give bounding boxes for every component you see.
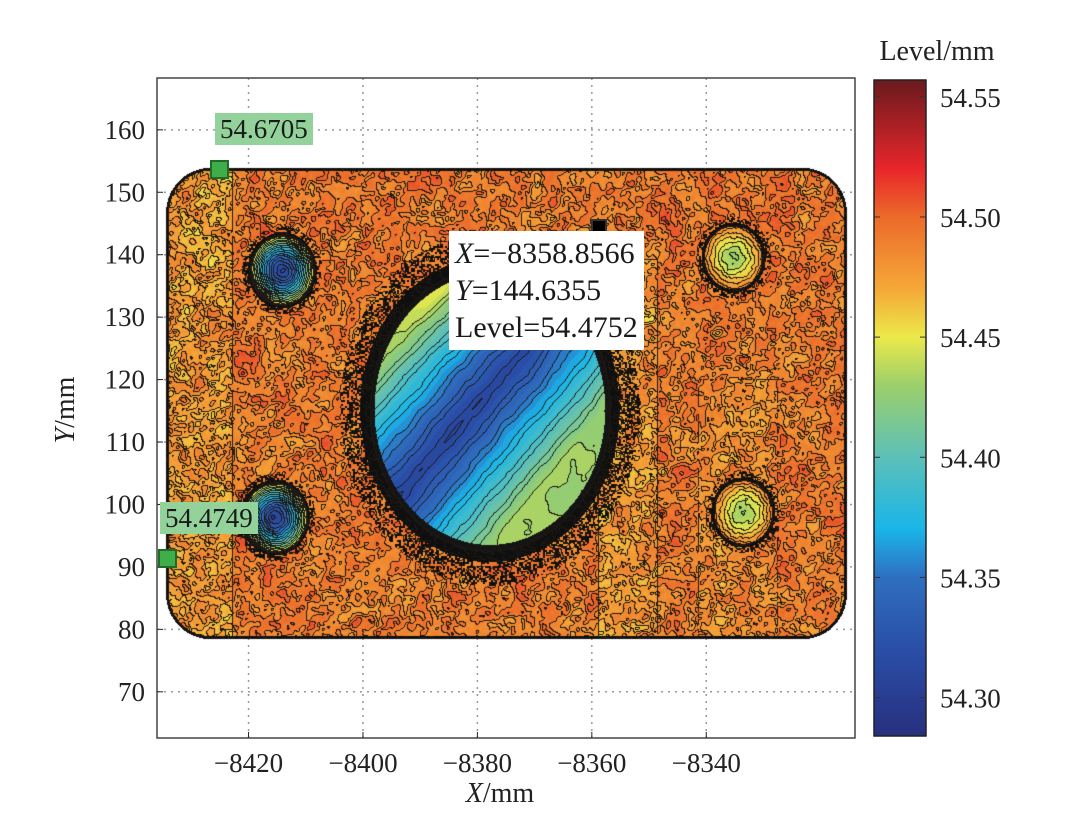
y-tick-label: 70 [118,677,145,707]
datatip-line: X=−8358.8566 [455,235,638,272]
y-tick-label: 80 [118,614,145,644]
colorbar-tick-label: 54.35 [940,563,1001,593]
datatip-text: =−8358.8566 [473,237,635,270]
colorbar-tick-label: 54.55 [940,83,1001,113]
x-tick-label: −8420 [214,748,283,778]
datatip-line: Level=54.4752 [455,309,638,346]
colorbar-tick-label: 54.45 [940,323,1001,353]
annotation-marker[interactable] [157,548,177,568]
y-tick-label: 140 [105,240,146,270]
y-tick-label: 150 [105,177,146,207]
datatip-text: Level=54.4752 [455,311,638,344]
colorbar-tick-label: 54.40 [940,443,1001,473]
x-tick-label: −8360 [557,748,626,778]
colorbar-tick-label: 54.30 [940,684,1001,714]
datatip: X=−8358.8566 Y=144.6355 Level=54.4752 [449,231,644,350]
y-tick-label: 120 [105,365,146,395]
datatip-text: =144.6355 [471,274,602,307]
datatip-text: Y [455,274,472,307]
colorbar-tick-label: 54.50 [940,203,1001,233]
y-tick-label: 160 [105,115,146,145]
y-axis-label: Y/mm [50,376,81,443]
annotation-label: 54.4749 [160,502,258,534]
x-tick-label: −8400 [328,748,397,778]
annotation-marker[interactable] [210,159,230,179]
y-tick-label: 130 [105,302,146,332]
y-tick-label: 110 [106,427,146,457]
y-tick-label: 90 [118,552,145,582]
y-tick-label: 100 [105,489,146,519]
x-tick-label: −8340 [672,748,741,778]
datatip-line: Y=144.6355 [455,272,638,309]
x-tick-label: −8380 [443,748,512,778]
x-axis-label: X/mm [465,778,535,809]
colorbar-ticks: 54.55 54.50 54.45 54.40 54.35 54.30 [874,83,1001,714]
colorbar [873,79,927,737]
level-contour-map [157,78,855,738]
datatip-text: X [455,237,474,270]
annotation-label: 54.6705 [215,113,313,145]
colorbar-title: Level/mm [879,36,994,67]
